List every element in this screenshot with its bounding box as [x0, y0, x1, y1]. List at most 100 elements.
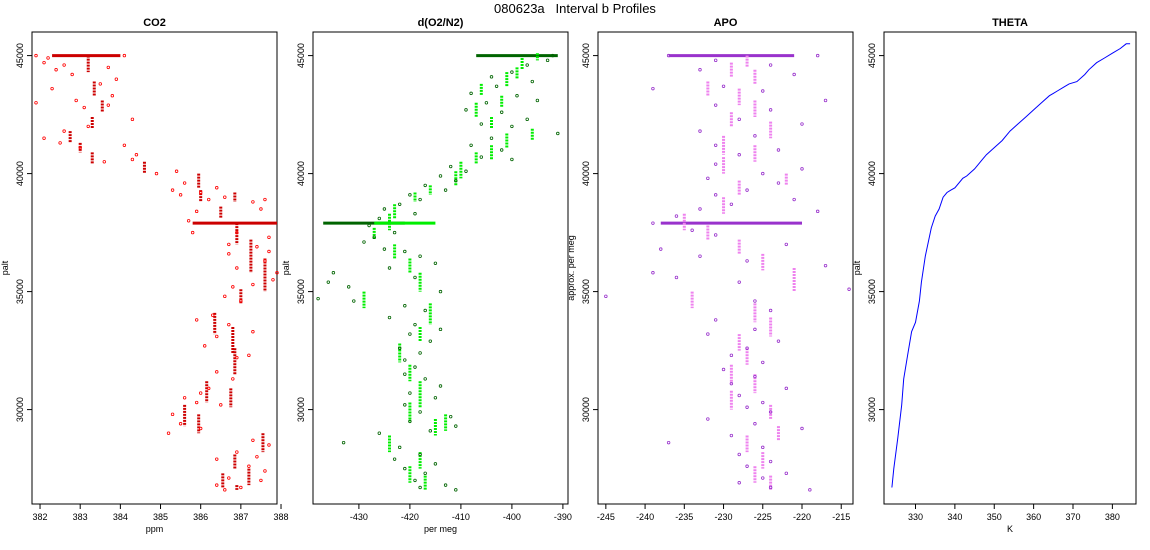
data-point-co2	[106, 103, 111, 107]
data-point-co2	[178, 193, 183, 197]
data-point-co2	[255, 245, 259, 249]
y-tick-label-co2: 30000	[15, 397, 25, 422]
x-tick-label-co2: 385	[153, 512, 168, 522]
data-point-d-o2-n2	[362, 240, 366, 244]
data-point-apo	[651, 271, 655, 275]
data-point-apo	[737, 280, 741, 284]
data-point-co2	[223, 195, 227, 199]
data-point-apo	[761, 360, 765, 365]
data-point-co2	[182, 181, 187, 185]
data-point-apo	[776, 339, 781, 343]
data-point-d-o2-n2	[408, 193, 412, 197]
data-point-co2	[194, 209, 199, 214]
data-point-apo	[713, 103, 718, 107]
data-point-apo	[666, 440, 671, 445]
data-point-d-o2-n2	[403, 466, 407, 471]
data-point-co2	[223, 294, 227, 299]
data-point-d-o2-n2	[413, 275, 417, 280]
data-point-d-o2-n2	[423, 308, 427, 313]
data-point-d-o2-n2	[449, 164, 453, 169]
y-axis-label-co2: palt	[0, 260, 10, 275]
data-point-apo	[761, 445, 765, 450]
x-axis-label-d-o2-n2: per meg	[424, 524, 457, 534]
data-point-d-o2-n2	[494, 84, 499, 88]
plot-frame-co2	[31, 31, 278, 505]
data-point-apo	[761, 400, 765, 405]
y-tick-label-d-o2-n2: 35000	[296, 279, 306, 304]
data-point-co2	[106, 65, 111, 70]
data-point-d-o2-n2	[464, 169, 468, 173]
data-point-apo	[808, 488, 812, 492]
data-point-co2	[46, 56, 50, 60]
y-tick-label-theta: 40000	[867, 161, 877, 186]
data-point-d-o2-n2	[479, 122, 483, 126]
data-point-apo	[729, 353, 734, 358]
data-point-d-o2-n2	[418, 452, 422, 457]
data-point-d-o2-n2	[469, 143, 473, 147]
data-point-d-o2-n2	[392, 457, 397, 461]
data-point-d-o2-n2	[423, 377, 427, 381]
data-point-co2	[174, 169, 179, 173]
data-point-co2	[215, 457, 219, 461]
data-point-apo	[706, 176, 710, 181]
x-tick-label-theta: 360	[1026, 512, 1041, 522]
data-point-apo	[815, 209, 820, 214]
data-point-apo	[698, 68, 702, 72]
data-point-d-o2-n2	[398, 445, 402, 450]
data-point-co2	[170, 412, 175, 417]
data-point-d-o2-n2	[398, 202, 402, 206]
data-point-d-o2-n2	[438, 174, 443, 178]
data-point-apo	[698, 129, 702, 133]
data-point-apo	[713, 193, 718, 197]
data-point-co2	[215, 334, 219, 339]
data-point-d-o2-n2	[418, 254, 422, 258]
data-point-apo	[721, 84, 726, 88]
plot-frame-d-o2-n2	[312, 31, 569, 505]
data-point-d-o2-n2	[413, 478, 417, 483]
data-point-co2	[251, 282, 255, 287]
data-point-d-o2-n2	[545, 58, 550, 63]
y-axis-label-theta: palt	[852, 260, 862, 275]
data-point-apo	[768, 108, 773, 112]
data-point-d-o2-n2	[413, 212, 417, 216]
data-point-apo	[706, 332, 710, 336]
data-point-apo	[713, 143, 718, 147]
data-point-apo	[651, 86, 655, 91]
data-point-apo	[823, 98, 828, 103]
data-point-co2	[215, 186, 219, 190]
data-point-d-o2-n2	[525, 63, 529, 67]
data-point-d-o2-n2	[392, 230, 397, 235]
data-point-co2	[182, 396, 187, 400]
data-point-co2	[78, 145, 82, 150]
data-point-d-o2-n2	[500, 110, 504, 114]
data-point-apo	[745, 405, 749, 409]
data-point-d-o2-n2	[408, 419, 412, 424]
x-tick-label-apo: -240	[636, 512, 654, 522]
data-point-apo	[729, 202, 734, 206]
data-point-co2	[42, 60, 46, 65]
data-point-apo	[792, 72, 796, 77]
data-point-d-o2-n2	[479, 155, 483, 159]
data-point-d-o2-n2	[510, 157, 514, 162]
data-point-co2	[259, 207, 263, 211]
data-point-co2	[251, 200, 255, 204]
y-tick-label-theta: 35000	[867, 279, 877, 304]
data-point-apo	[674, 275, 679, 280]
x-tick-label-theta: 350	[987, 512, 1002, 522]
y-axis-label-d-o2-n2: palt	[281, 260, 291, 275]
data-point-apo	[729, 381, 734, 386]
x-tick-label-apo: -220	[793, 512, 811, 522]
data-point-co2	[190, 230, 195, 235]
data-point-co2	[62, 129, 66, 133]
x-tick-label-d-o2-n2: -410	[452, 512, 470, 522]
data-point-apo	[800, 167, 804, 171]
y-tick-label-d-o2-n2: 30000	[296, 397, 306, 422]
data-point-d-o2-n2	[418, 485, 422, 490]
x-tick-label-apo: -245	[597, 512, 615, 522]
data-point-co2	[34, 53, 38, 58]
data-point-d-o2-n2	[413, 322, 417, 327]
data-point-co2	[239, 299, 243, 303]
data-point-d-o2-n2	[413, 365, 417, 369]
data-point-d-o2-n2	[382, 247, 387, 251]
